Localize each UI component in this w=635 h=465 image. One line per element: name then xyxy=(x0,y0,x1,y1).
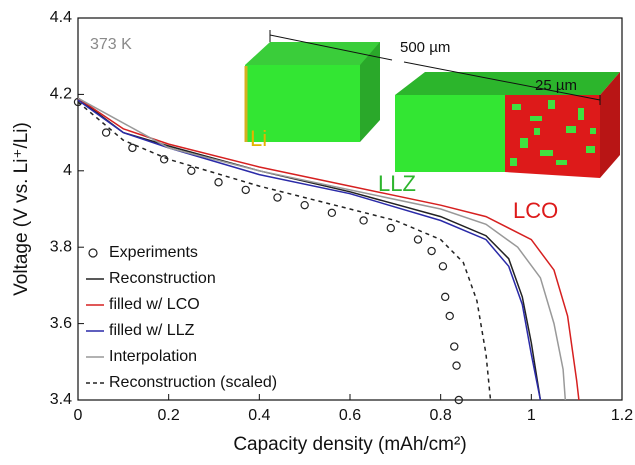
data-point xyxy=(386,223,395,233)
annotation: LLZ xyxy=(378,171,416,196)
legend-label: Interpolation xyxy=(109,348,197,365)
x-axis-label: Capacity density (mAh/cm²) xyxy=(233,434,466,455)
legend-label: Reconstruction xyxy=(109,270,216,287)
x-tick-label: 0.4 xyxy=(248,407,270,424)
annotation: 373 K xyxy=(90,36,132,53)
data-point xyxy=(454,395,463,405)
series-line xyxy=(77,101,492,401)
y-tick-label: 4.2 xyxy=(50,86,72,103)
series-line xyxy=(77,97,580,401)
y-tick-label: 4.4 xyxy=(50,9,72,26)
y-tick-label: 3.8 xyxy=(50,238,72,255)
x-tick-label: 0.8 xyxy=(430,407,452,424)
data-point xyxy=(445,311,454,321)
x-tick-label: 0.6 xyxy=(339,407,361,424)
legend-label: Experiments xyxy=(109,244,198,261)
data-point xyxy=(452,361,461,370)
data-point xyxy=(214,178,223,187)
data-point xyxy=(438,262,448,271)
data-point xyxy=(300,200,309,210)
x-tick-label: 0 xyxy=(74,407,83,424)
data-point xyxy=(413,235,423,244)
y-tick-label: 4 xyxy=(63,162,72,179)
y-axis-label: Voltage (V vs. Li⁺/Li) xyxy=(11,122,32,296)
annotation: 500 µm xyxy=(400,39,450,56)
annotation: 25 µm xyxy=(535,77,577,94)
data-point xyxy=(187,166,196,175)
legend-label: filled w/ LLZ xyxy=(109,322,195,339)
data-point xyxy=(241,185,250,195)
series-line xyxy=(77,97,542,401)
legend-label: filled w/ LCO xyxy=(109,296,200,313)
x-tick-label: 1 xyxy=(527,407,536,424)
data-point xyxy=(441,292,450,302)
series-line xyxy=(77,97,567,401)
data-point xyxy=(159,155,169,164)
legend-marker xyxy=(88,248,98,258)
annotation: Li xyxy=(250,126,267,151)
data-point xyxy=(128,143,137,153)
y-tick-label: 3.6 xyxy=(50,315,72,332)
data-point xyxy=(101,128,111,137)
legend-label: Reconstruction (scaled) xyxy=(109,374,277,391)
inset-illustration xyxy=(244,30,620,178)
annotation: LCO xyxy=(513,198,558,223)
data-point xyxy=(327,208,337,218)
y-tick-label: 3.4 xyxy=(50,391,72,408)
data-point xyxy=(273,193,282,202)
data-point xyxy=(359,216,368,225)
data-point xyxy=(450,342,459,351)
x-tick-label: 1.2 xyxy=(611,407,633,424)
series-line xyxy=(77,99,542,401)
x-tick-label: 0.2 xyxy=(158,407,180,424)
data-point xyxy=(427,246,436,256)
